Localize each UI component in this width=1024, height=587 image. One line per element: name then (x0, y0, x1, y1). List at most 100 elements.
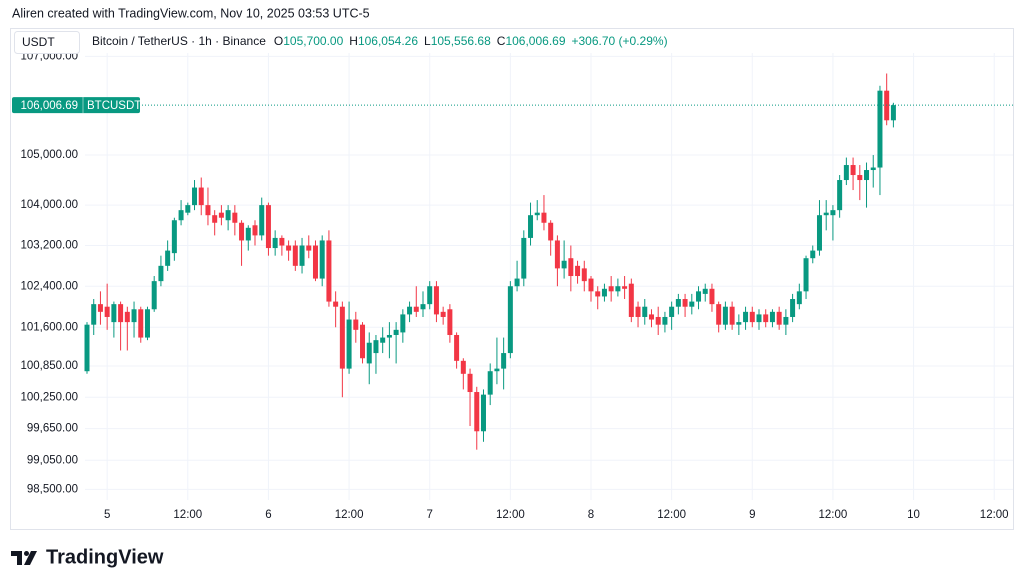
ohlc-value: 105,700.00 (283, 34, 343, 48)
symbol-button[interactable] (14, 31, 80, 54)
ohlc-key: L (424, 34, 431, 48)
last-price-label: 106,006.69 (20, 100, 78, 112)
candle-body (857, 175, 863, 181)
legend-backdrop (11, 29, 1013, 53)
watermark: Aliren created with TradingView.com, Nov… (12, 6, 370, 20)
candle-body (118, 304, 124, 323)
candle-body (615, 286, 621, 292)
candle-body (736, 322, 742, 325)
candle-body (380, 337, 386, 343)
candle-body (743, 311, 749, 323)
candle-body (433, 286, 439, 315)
candle-body (635, 306, 641, 317)
candle-body (480, 394, 486, 432)
candle-body (534, 212, 540, 216)
candle-body (790, 299, 796, 317)
candle-body (749, 311, 755, 323)
candle-body (702, 288, 708, 294)
candle-body (575, 265, 581, 277)
candle-body (561, 260, 567, 269)
candle-body (796, 291, 802, 305)
candle-body (588, 278, 594, 292)
y-tick-label: 104,000.00 (20, 199, 78, 211)
candle-body (837, 180, 843, 211)
candle-body (783, 316, 789, 325)
candle-body (541, 212, 547, 223)
ohlc-key: O (274, 34, 283, 48)
change: +306.70 (+0.29%) (572, 34, 668, 48)
ohlc-legend: Bitcoin / TetherUS · 1h · Binance O105,70… (92, 34, 668, 48)
candle-body (144, 309, 150, 338)
x-tick-label: 6 (265, 509, 271, 521)
candle-body (850, 165, 856, 176)
y-tick-label: 101,600.00 (20, 321, 78, 333)
candle-body (548, 222, 554, 241)
ohlc-value: 105,556.68 (431, 34, 491, 48)
x-tick-label: 8 (588, 509, 594, 521)
candle-body (729, 306, 735, 325)
candle-body (494, 368, 500, 372)
candle-body (84, 324, 90, 372)
candle-body (218, 212, 224, 218)
x-tick-label: 12:00 (173, 509, 202, 521)
candle-body (178, 210, 184, 221)
candle-body (292, 245, 298, 266)
candle-body (810, 250, 816, 259)
candle-body (662, 316, 668, 325)
candle-body (628, 283, 634, 317)
candle-body (413, 306, 419, 312)
y-tick-label: 98,500.00 (27, 483, 78, 495)
plot: 5 12:00 6 12:00 7 12:00 8 12:00 9 12:00 10 12:00 98,… (20, 30, 1013, 521)
candle-body (407, 306, 413, 315)
candle-body (131, 309, 137, 323)
ohlc-key: H (349, 34, 358, 48)
candle-body (353, 319, 359, 330)
y-tick-label: 105,000.00 (20, 149, 78, 161)
brand-logo (11, 551, 37, 565)
ohlc-key: C (497, 34, 506, 48)
candle-body (890, 105, 896, 121)
ohlc-value: 106,006.69 (505, 34, 565, 48)
candle-body (124, 311, 130, 323)
candle-body (823, 212, 829, 216)
candle-body (252, 225, 258, 236)
x-tick-label: 12:00 (980, 509, 1009, 521)
candle-body (272, 237, 278, 249)
y-tick-label: 103,200.00 (20, 240, 78, 252)
candle-body (507, 286, 513, 354)
candle-body (185, 205, 191, 213)
candle-body (716, 304, 722, 325)
chart-frame (10, 28, 1014, 530)
x-tick-label: 5 (104, 509, 110, 521)
candle-body (803, 258, 809, 292)
candle-body (756, 314, 762, 323)
candle-body (655, 316, 661, 325)
candle-body (864, 170, 870, 181)
candle-body (279, 237, 285, 246)
candle-body (232, 212, 238, 223)
x-tick-label: 12:00 (819, 509, 848, 521)
candle-body (816, 215, 822, 251)
candle-body (111, 304, 117, 323)
candle-body (675, 299, 681, 307)
y-tick-label: 99,050.00 (27, 454, 78, 466)
candle-body (366, 342, 372, 364)
candle-body (346, 319, 352, 369)
candle-body (608, 286, 614, 292)
candle-body (669, 306, 675, 317)
candle-body (339, 306, 345, 369)
candle-body (427, 286, 433, 305)
candle-body (528, 215, 534, 238)
candle-body (420, 304, 426, 310)
candle-body (568, 258, 574, 277)
candle-body (171, 220, 177, 254)
candle-body (97, 304, 103, 312)
candle-body (447, 309, 453, 335)
symbol-name: Bitcoin / TetherUS · 1h · Binance (92, 34, 266, 48)
x-tick-label: 12:00 (657, 509, 686, 521)
symbol-button-label[interactable]: USDT (22, 35, 55, 49)
candle-body (554, 240, 560, 269)
y-tick-label: 100,250.00 (20, 391, 78, 403)
y-tick-label: 102,400.00 (20, 280, 78, 292)
